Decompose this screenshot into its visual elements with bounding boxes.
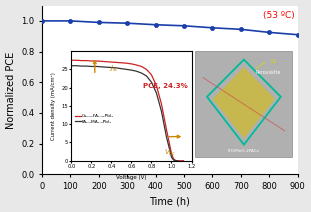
X-axis label: Time (h): Time (h) (149, 197, 190, 206)
Y-axis label: Normalized PCE: Normalized PCE (6, 51, 16, 128)
Text: (53 ºC): (53 ºC) (263, 11, 295, 20)
